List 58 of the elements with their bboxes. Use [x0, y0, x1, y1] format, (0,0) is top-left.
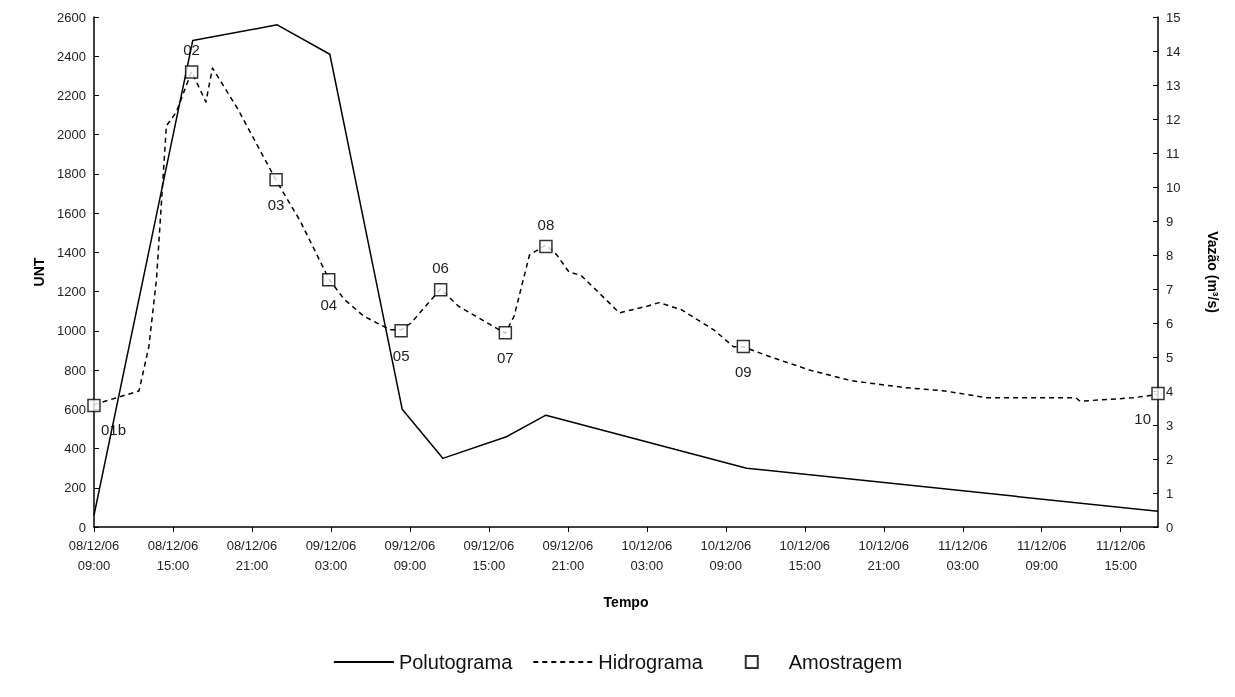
y-tick-label: 2400: [57, 48, 86, 64]
y2-tick-label: 14: [1166, 43, 1181, 59]
annotation: 04: [320, 295, 338, 313]
x-tick-label: 08/12/06 09:00: [68, 537, 120, 573]
x-tick-label: 09/12/06 21:00: [542, 537, 594, 573]
y-tick-label: 1600: [57, 205, 86, 221]
y-tick-label: 400: [64, 441, 86, 457]
annotation: 10: [1134, 409, 1151, 427]
annotation: 07: [497, 348, 514, 366]
y2-tick-label: 10: [1166, 179, 1181, 195]
x-tick-label: 09/12/06 09:00: [384, 537, 436, 573]
x-tick-label: 11/12/06 15:00: [1095, 537, 1146, 573]
y-tick-label: 1000: [57, 323, 86, 339]
annotation: 08: [537, 215, 555, 233]
x-tick-label: 09/12/06 15:00: [463, 537, 515, 573]
x-tick-label: 09/12/06 03:00: [305, 537, 357, 573]
y-tick-label: 2200: [57, 87, 86, 103]
y2-tick-label: 0: [1166, 519, 1174, 535]
y-tick-label: 1800: [57, 166, 86, 182]
annotation: 03: [267, 195, 285, 213]
legend-label: Amostragem: [788, 651, 903, 673]
y2-tick-label: 4: [1166, 383, 1174, 399]
x-tick-label: 08/12/06 21:00: [226, 537, 278, 573]
x-axis-title: Tempo: [603, 594, 649, 610]
x-tick-label: 08/12/06 15:00: [147, 537, 199, 573]
annotation: 05: [392, 346, 410, 364]
y2-tick-label: 6: [1166, 315, 1174, 331]
y-tick-label: 0: [78, 519, 86, 535]
y2-tick-label: 8: [1166, 247, 1174, 263]
y-axis-title: UNT: [31, 257, 47, 287]
legend-label: Polutograma: [398, 651, 514, 673]
legend-label: Hidrograma: [598, 651, 704, 673]
annotation: 09: [735, 362, 752, 380]
y2-tick-label: 2: [1166, 451, 1174, 467]
y2-tick-label: 5: [1166, 349, 1174, 365]
y2-tick-label: 12: [1166, 111, 1181, 127]
y2-tick-label: 9: [1166, 213, 1174, 229]
x-tick-label: 10/12/06 15:00: [779, 537, 831, 573]
y-tick-label: 1400: [57, 244, 86, 260]
y-tick-label: 800: [64, 362, 86, 378]
x-tick-label: 11/12/06 03:00: [937, 537, 988, 573]
x-tick-label: 10/12/06 09:00: [700, 537, 752, 573]
y-tick-label: 2000: [57, 127, 86, 143]
y2-tick-label: 3: [1166, 417, 1174, 433]
y-tick-label: 2600: [57, 9, 86, 25]
y2-axis-title: Vazão (m³/s): [1205, 231, 1221, 313]
x-tick-label: 10/12/06 03:00: [621, 537, 673, 573]
y2-tick-label: 7: [1166, 281, 1174, 297]
y-tick-label: 600: [64, 401, 86, 417]
y-tick-label: 1200: [57, 284, 86, 300]
y2-tick-label: 1: [1166, 485, 1174, 501]
x-tick-label: 11/12/06 09:00: [1016, 537, 1067, 573]
y2-tick-label: 15: [1166, 9, 1181, 25]
y-tick-label: 200: [64, 480, 86, 496]
y2-tick-label: 11: [1166, 145, 1180, 161]
x-tick-label: 10/12/06 21:00: [858, 537, 910, 573]
y2-tick-label: 13: [1166, 77, 1181, 93]
annotation: 06: [432, 258, 449, 276]
